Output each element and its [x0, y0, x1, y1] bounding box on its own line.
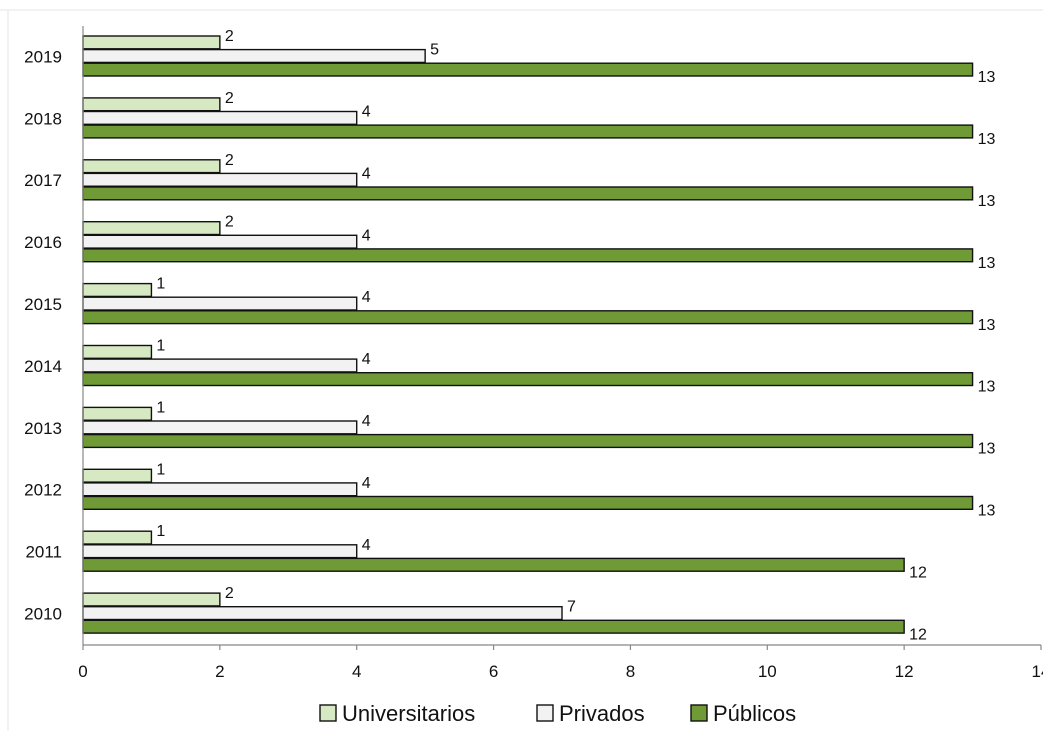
data-label-privados-2018: 4 — [362, 104, 371, 121]
bar-públicos-2010 — [82, 619, 905, 634]
bar-privados-2017 — [82, 172, 358, 187]
x-tick-label-2: 2 — [215, 662, 224, 681]
bar-universitarios-2012 — [82, 468, 153, 483]
x-tick-label-14: 14 — [1032, 662, 1043, 681]
bar-públicos-2012 — [82, 495, 974, 511]
data-label-privados-2019: 5 — [430, 42, 439, 59]
bar-universitarios-2018 — [82, 97, 221, 112]
data-label-privados-2014: 4 — [362, 351, 371, 368]
data-label-universitarios-2017: 2 — [225, 152, 234, 169]
legend-swatch-públicos — [690, 704, 708, 722]
data-label-universitarios-2013: 1 — [156, 399, 165, 416]
legend-swatch-privados — [536, 704, 554, 722]
category-label-2011: 2011 — [25, 543, 62, 562]
legend: Universitarios Privados Públicos — [319, 701, 796, 726]
category-label-2014: 2014 — [24, 357, 62, 376]
category-label-2018: 2018 — [24, 109, 62, 128]
data-label-privados-2011: 4 — [362, 537, 371, 554]
data-label-privados-2012: 4 — [362, 475, 371, 492]
data-label-privados-2010: 7 — [567, 599, 576, 616]
data-label-privados-2015: 4 — [362, 289, 371, 306]
x-tick-label-8: 8 — [626, 662, 635, 681]
bar-públicos-2013 — [82, 433, 974, 449]
x-tick-label-6: 6 — [489, 662, 498, 681]
x-tick-label-12: 12 — [895, 662, 914, 681]
bar-universitarios-2011 — [82, 530, 153, 545]
data-label-públicos-2010: 12 — [909, 626, 927, 643]
data-label-públicos-2017: 13 — [978, 193, 996, 210]
bar-privados-2012 — [82, 482, 358, 497]
x-axis: 0 2 4 6 8 10 12 14 — [78, 644, 1043, 681]
bar-públicos-2011 — [82, 557, 905, 572]
legend-label-públicos: Públicos — [713, 701, 796, 726]
bar-privados-2018 — [82, 110, 358, 126]
data-label-privados-2013: 4 — [362, 413, 371, 430]
data-label-universitarios-2016: 2 — [225, 214, 234, 231]
x-tick-label-0: 0 — [78, 662, 87, 681]
bar-universitarios-2014 — [82, 344, 153, 360]
bar-públicos-2017 — [82, 186, 974, 201]
data-label-públicos-2019: 13 — [978, 69, 996, 86]
category-label-2012: 2012 — [24, 481, 62, 500]
category-label-2019: 2019 — [24, 47, 62, 66]
x-tick-label-4: 4 — [352, 662, 361, 681]
data-label-universitarios-2012: 1 — [156, 461, 165, 478]
data-label-públicos-2016: 13 — [978, 255, 996, 272]
bar-públicos-2014 — [82, 372, 974, 387]
bar-públicos-2016 — [82, 248, 974, 263]
data-label-privados-2016: 4 — [362, 227, 371, 244]
y-axis: 2019 2018 2017 2016 2015 2014 2013 2012 2011 2010 — [24, 26, 84, 645]
data-label-públicos-2015: 13 — [978, 317, 996, 334]
category-label-2010: 2010 — [24, 605, 62, 624]
data-label-universitarios-2019: 2 — [225, 28, 234, 45]
data-label-universitarios-2011: 1 — [156, 523, 165, 540]
bar-privados-2015 — [82, 296, 358, 311]
category-label-2017: 2017 — [24, 171, 62, 190]
bar-públicos-2018 — [82, 124, 974, 139]
data-label-públicos-2013: 13 — [978, 441, 996, 458]
legend-label-universitarios: Universitarios — [342, 701, 475, 726]
data-label-públicos-2012: 13 — [978, 503, 996, 520]
bar-privados-2014 — [82, 358, 358, 373]
category-label-2015: 2015 — [24, 295, 62, 314]
data-label-públicos-2014: 13 — [978, 379, 996, 396]
bar-universitarios-2013 — [82, 406, 153, 421]
bar-universitarios-2019 — [82, 35, 221, 50]
x-tick-label-10: 10 — [758, 662, 777, 681]
bar-privados-2010 — [82, 606, 563, 621]
bar-universitarios-2017 — [82, 159, 221, 174]
bar-privados-2019 — [82, 48, 426, 64]
category-label-2013: 2013 — [24, 419, 62, 438]
bar-universitarios-2015 — [82, 282, 153, 298]
bar-públicos-2015 — [82, 310, 974, 325]
bar-privados-2011 — [82, 544, 358, 559]
data-label-públicos-2018: 13 — [978, 131, 996, 148]
data-label-públicos-2011: 12 — [909, 564, 927, 581]
data-label-universitarios-2015: 1 — [156, 276, 165, 293]
bar-universitarios-2016 — [82, 220, 221, 236]
bar-privados-2013 — [82, 420, 358, 435]
legend-label-privados: Privados — [559, 701, 645, 726]
data-label-universitarios-2018: 2 — [225, 90, 234, 107]
bar-públicos-2019 — [82, 62, 974, 77]
data-label-universitarios-2010: 2 — [225, 585, 234, 602]
category-label-2016: 2016 — [24, 233, 62, 252]
data-label-universitarios-2014: 1 — [156, 338, 165, 355]
bars-group — [82, 35, 974, 634]
bar-privados-2016 — [82, 234, 358, 249]
legend-swatch-universitarios — [319, 704, 337, 722]
data-label-privados-2017: 4 — [362, 165, 371, 182]
bar-universitarios-2010 — [82, 592, 221, 607]
